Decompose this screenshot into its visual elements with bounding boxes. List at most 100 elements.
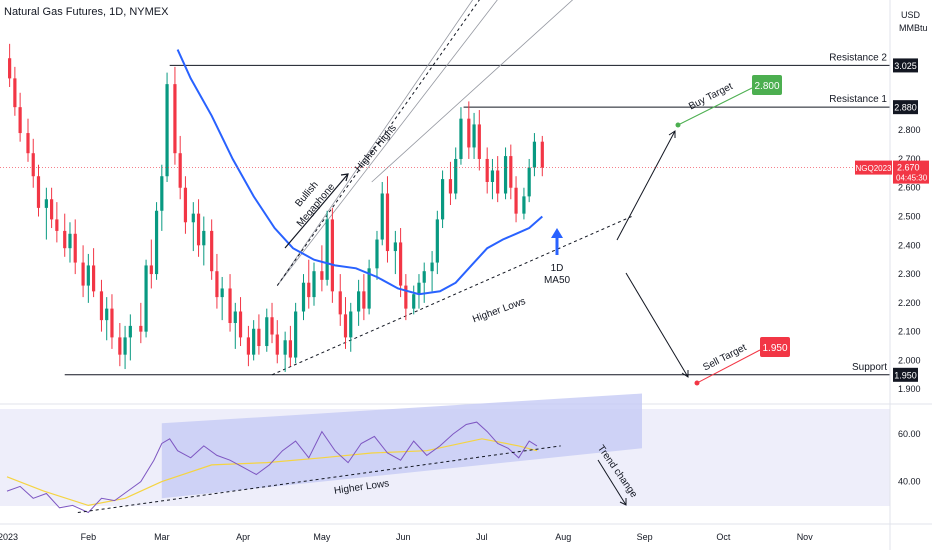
candle-body (435, 219, 439, 263)
candle-body (417, 282, 421, 295)
candle-body (246, 337, 251, 355)
level-badge-value-3: 1.950 (894, 370, 917, 380)
time-tick-label: Oct (716, 532, 731, 542)
grey-fan-line-3 (371, 0, 574, 183)
candle-body (13, 78, 17, 108)
grey-fan-line-2 (276, 0, 498, 286)
rsi-channel (161, 393, 643, 499)
candle-body (270, 317, 274, 335)
candle-body (110, 308, 114, 338)
buy-projection-arrow (616, 130, 676, 241)
candle-body (81, 262, 85, 286)
time-tick-label: Nov (797, 532, 814, 542)
candle-body (283, 340, 287, 355)
sell-target-badge (760, 337, 790, 357)
candle-body (448, 179, 453, 194)
sell-arrowhead (681, 370, 689, 378)
candle-body (238, 311, 243, 338)
candle-body (252, 328, 256, 355)
candle-body (191, 213, 195, 223)
candle-body (228, 288, 232, 324)
candlesticks (8, 43, 544, 372)
candle-body (178, 153, 182, 188)
time-tick-label: Jul (476, 532, 488, 542)
time-tick-label: Aug (555, 532, 571, 542)
trend-change-arrowhead (619, 498, 627, 506)
candle-body (220, 288, 224, 298)
candle-body (105, 308, 109, 321)
level-label-2: Resistance 1 (829, 94, 887, 105)
rsi-panel: 60.00 40.00 (0, 393, 932, 514)
candle-body (55, 219, 59, 231)
sell-target-line (696, 349, 761, 384)
price-tick-label: 2.200 (898, 298, 921, 308)
candle-body (496, 170, 500, 194)
candle-body (36, 176, 41, 208)
megaphone-arrowhead (340, 173, 349, 182)
candle-body (63, 230, 67, 249)
price-tick-label: 1.900 (898, 384, 921, 394)
candle-body (91, 265, 96, 292)
candle-body (349, 311, 353, 338)
time-tick-label: Feb (81, 532, 97, 542)
candle-body (196, 213, 201, 246)
candle-body (160, 176, 164, 211)
candle-body (454, 158, 458, 194)
time-axis: 2023 Feb Mar Apr May Jun Jul Aug Sep Oct Nov (0, 523, 932, 542)
candle-body (68, 233, 72, 249)
level-badge-2 (893, 100, 918, 115)
candle-body (202, 230, 206, 246)
price-tick-label: 2.000 (898, 355, 921, 365)
candle-body (8, 58, 12, 79)
time-tick-label: Sep (637, 532, 653, 542)
candle-body (288, 340, 292, 358)
candle-body (343, 314, 348, 338)
buy-arrowhead (668, 130, 676, 138)
price-tick-label: 2.500 (898, 212, 921, 222)
candle-body (367, 268, 371, 309)
candle-body (73, 233, 77, 263)
candle-body (173, 84, 177, 154)
megaphone-arrow (284, 173, 349, 249)
candle-body (275, 334, 279, 355)
candle-body (118, 337, 122, 355)
candle-body (357, 291, 361, 312)
candle-body (422, 271, 426, 283)
candle-body (320, 271, 324, 280)
candle-body (165, 84, 169, 177)
unit-label: MMBtu (899, 23, 928, 33)
price-tick-label: 2.300 (898, 269, 921, 279)
trend-lines (271, 0, 632, 376)
price-tick-label: 2.700 (898, 154, 921, 164)
symbol-badge-text: NGQ2023 (855, 164, 892, 173)
symbol-badge (855, 160, 892, 175)
candle-body (490, 170, 495, 182)
candle-body (307, 282, 311, 298)
candle-body (385, 193, 390, 252)
candle-body (330, 219, 334, 292)
candle-body (338, 291, 342, 315)
rsi-tick-label: 60.00 (898, 429, 921, 439)
candle-body (18, 107, 22, 134)
currency-label: USD (901, 10, 921, 20)
grey-fan-line-1 (276, 0, 474, 286)
candle-body (509, 156, 513, 188)
rsi-ma-line (6, 438, 538, 507)
ma50-line (176, 49, 543, 296)
candle-body (467, 118, 471, 148)
candle-body (257, 328, 261, 347)
sell-projection-arrow (625, 272, 689, 378)
annotation-ma50-line2: MA50 (544, 275, 571, 286)
higher-highs-line (276, 0, 480, 286)
price-tick-label: 2.400 (898, 240, 921, 250)
ma50-line-group (176, 49, 543, 296)
annotation-ma50-line1: 1D (551, 263, 564, 274)
level-badge-1 (893, 58, 918, 73)
buy-target-badge (752, 75, 782, 95)
price-tick-label: 2.100 (898, 327, 921, 337)
level-label-1: Resistance 2 (829, 52, 887, 63)
time-tick-label: Apr (236, 532, 250, 542)
rsi-tick-label: 40.00 (898, 477, 921, 487)
